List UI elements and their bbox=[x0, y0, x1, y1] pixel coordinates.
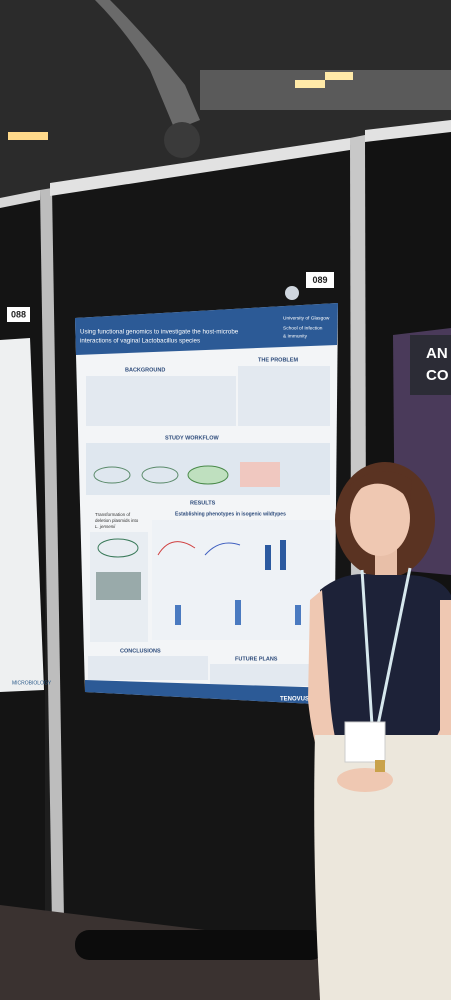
lanyard bbox=[360, 567, 412, 726]
poster-title: interactions of vaginal Lactobacillus sp… bbox=[80, 338, 200, 345]
right-poster-band bbox=[410, 335, 451, 395]
right-poster-text: CO bbox=[426, 367, 449, 384]
ceiling-light bbox=[295, 80, 325, 88]
poster-figure bbox=[141, 466, 179, 484]
poster-figure bbox=[97, 538, 139, 558]
section-heading: THE PROBLEM bbox=[258, 357, 298, 363]
watch bbox=[375, 760, 385, 772]
poster-panel bbox=[88, 656, 208, 680]
section-heading: STUDY WORKFLOW bbox=[165, 435, 219, 441]
poster-panel bbox=[86, 376, 236, 426]
left-poster-footer: MICROBIOLOGY bbox=[12, 680, 52, 686]
name-badge bbox=[344, 721, 386, 763]
poster-figure bbox=[175, 605, 181, 625]
poster-title: Using functional genomics to investigate… bbox=[80, 329, 239, 336]
ceiling-light bbox=[8, 132, 48, 140]
results-heading: Establishing phenotypes in isogenic wild… bbox=[175, 511, 286, 517]
frame bbox=[0, 190, 40, 208]
poster-panel bbox=[238, 366, 330, 426]
top bbox=[320, 574, 451, 735]
frame bbox=[365, 120, 451, 142]
hands bbox=[337, 768, 393, 792]
poster-figure bbox=[295, 605, 301, 625]
trousers bbox=[314, 735, 451, 1000]
poster-footer bbox=[85, 680, 334, 705]
duct bbox=[95, 0, 200, 130]
frame bbox=[50, 138, 350, 196]
poster-header bbox=[75, 303, 338, 355]
poster-gel bbox=[96, 572, 141, 600]
poster-school: & Immunity bbox=[283, 333, 308, 339]
ceiling-light bbox=[325, 72, 353, 80]
board-number-tag bbox=[306, 272, 334, 288]
board-number-tag bbox=[7, 307, 30, 322]
poster-figure bbox=[93, 466, 131, 484]
poster-panel bbox=[210, 664, 330, 686]
board-number: 089 bbox=[312, 275, 327, 285]
section-heading: CONCLUSIONS bbox=[120, 648, 161, 654]
poster-text: L. jensenii bbox=[95, 524, 116, 529]
poster-figure bbox=[204, 542, 241, 556]
section-heading: RESULTS bbox=[190, 500, 216, 506]
hair-fringe bbox=[350, 471, 412, 500]
poster-figure bbox=[235, 600, 241, 625]
poster-figure bbox=[280, 540, 286, 570]
poster-figure bbox=[157, 541, 196, 556]
poster-text: deletion plasmids into bbox=[95, 518, 139, 523]
poster-institution: University of Glasgow bbox=[283, 315, 330, 321]
poster-figure bbox=[265, 545, 271, 570]
right-poster-text: AN bbox=[426, 345, 448, 362]
poster-figure bbox=[240, 462, 280, 487]
poster-school: School of Infection bbox=[283, 325, 323, 331]
face bbox=[350, 480, 410, 556]
board-number: 088 bbox=[11, 309, 26, 319]
poster-figure bbox=[187, 465, 229, 485]
poster-sponsor: TENOVUS bbox=[280, 697, 309, 703]
fixture bbox=[164, 122, 200, 158]
frame-post bbox=[40, 188, 64, 925]
poster-text: Transformation of bbox=[95, 512, 131, 517]
section-heading: BACKGROUND bbox=[125, 367, 165, 373]
floor-cable bbox=[75, 930, 325, 960]
left-poster bbox=[0, 338, 44, 692]
section-heading: FUTURE PLANS bbox=[235, 656, 278, 662]
pin bbox=[285, 286, 299, 300]
